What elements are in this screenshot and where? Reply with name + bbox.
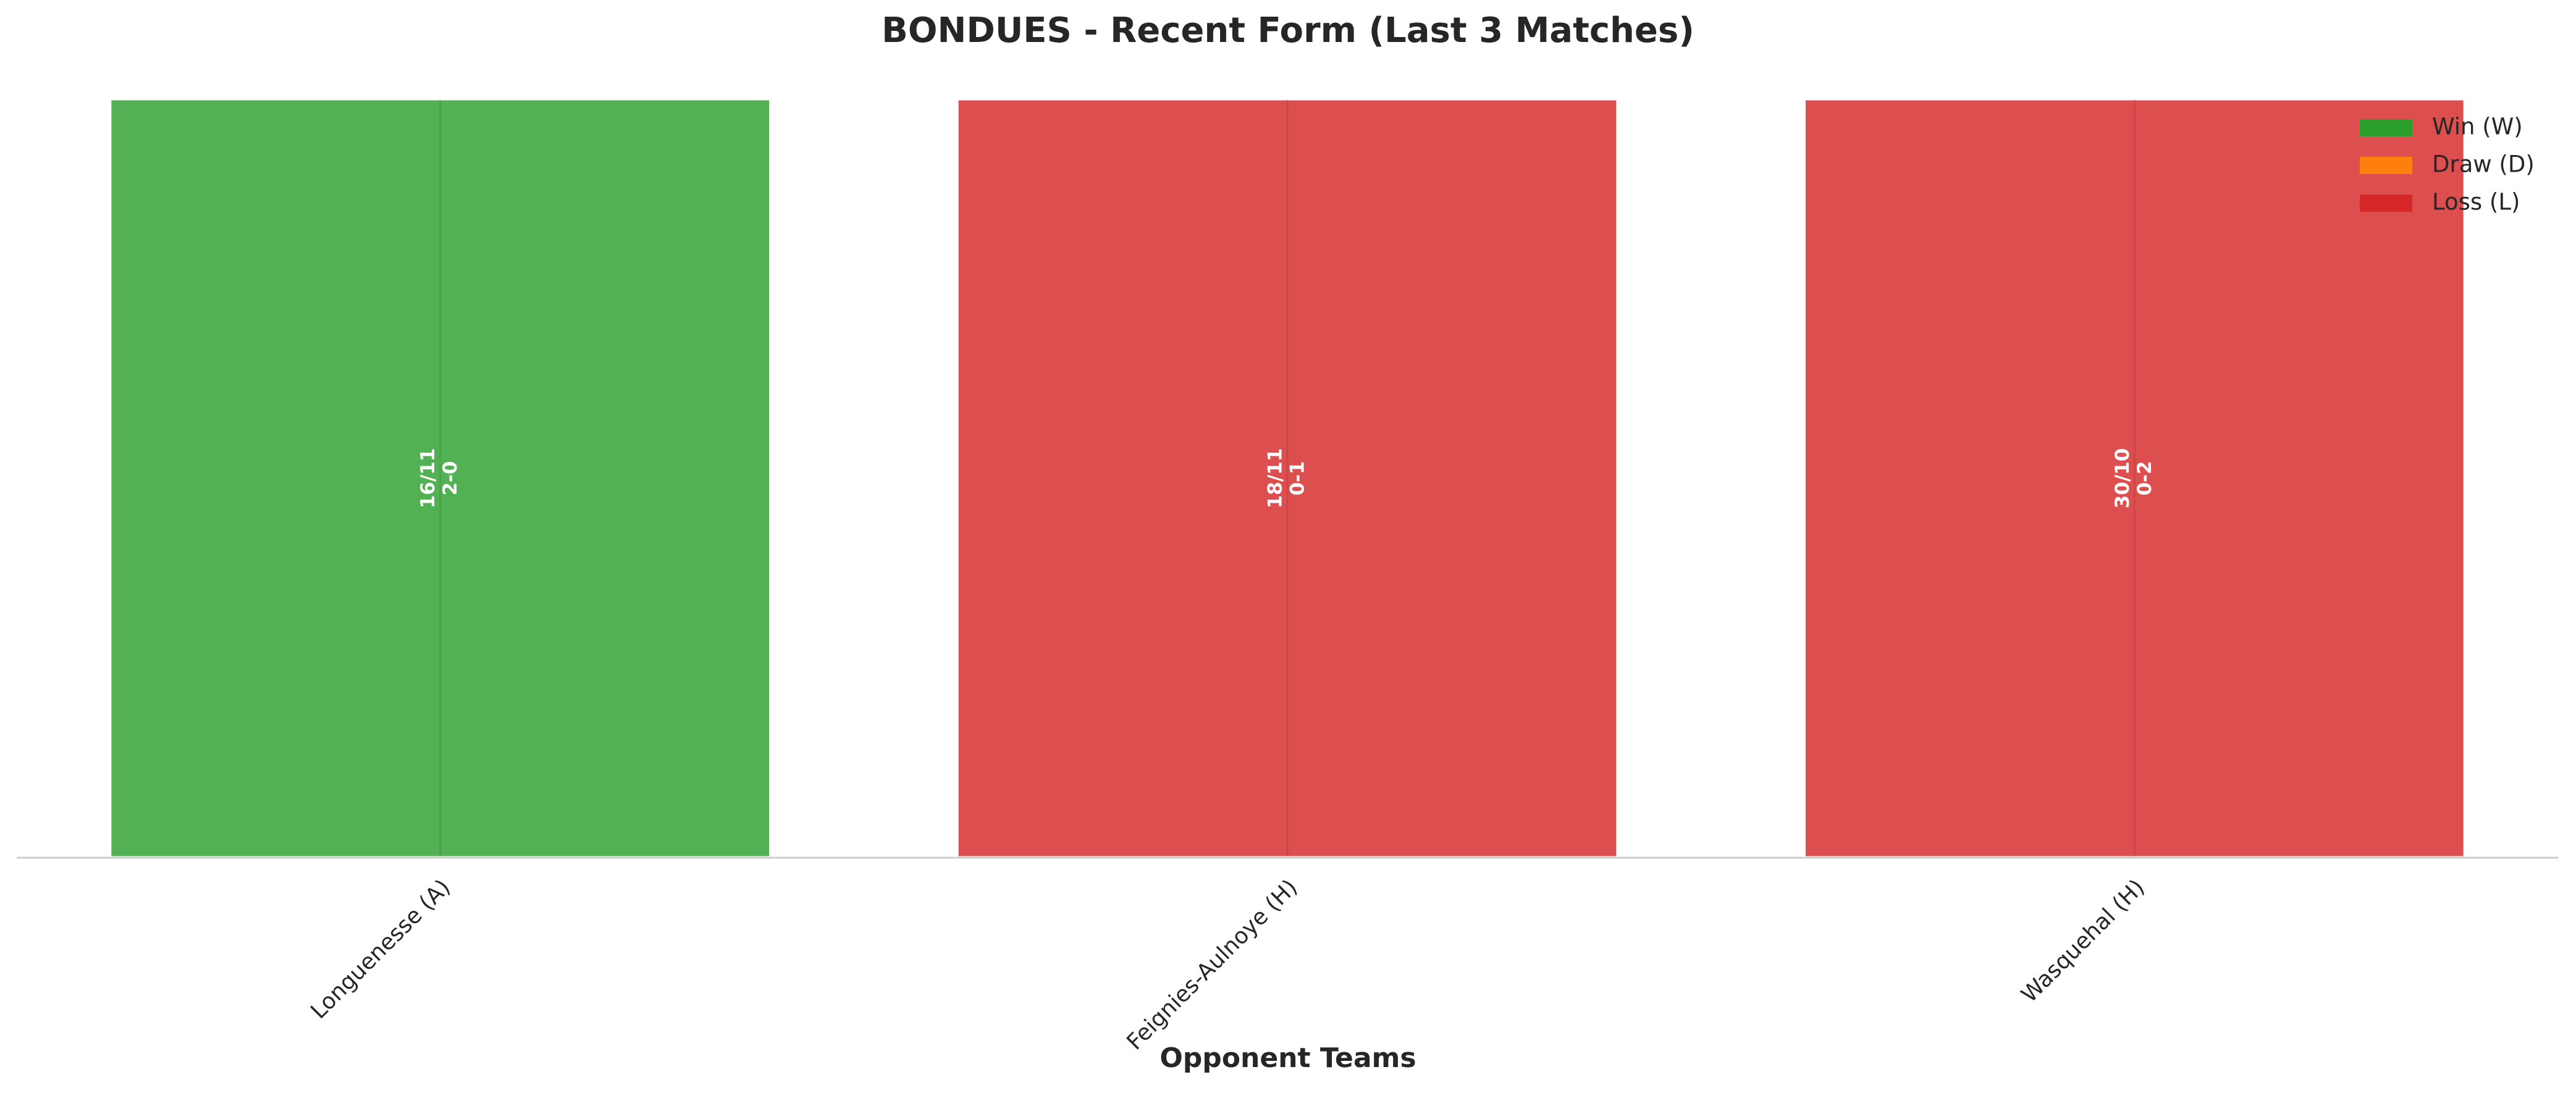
x-tick-label: Wasquehal (H) xyxy=(2017,874,2150,1007)
bar xyxy=(1803,97,2467,860)
chart-title: BONDUES - Recent Form (Last 3 Matches) xyxy=(882,10,1694,51)
x-axis-label: Opponent Teams xyxy=(1160,1042,1416,1074)
bar-date-label: 18/11 xyxy=(1265,448,1287,509)
legend-swatch xyxy=(2360,119,2412,136)
bar-score-label: 0-2 xyxy=(2134,461,2156,495)
bar-score-label: 2-0 xyxy=(439,461,461,495)
legend-label: Draw (D) xyxy=(2432,151,2535,178)
bar xyxy=(108,97,772,860)
legend-label: Loss (L) xyxy=(2432,189,2520,216)
bar xyxy=(955,97,1620,860)
legend-swatch xyxy=(2360,157,2412,174)
x-tick-label: Longuenesse (A) xyxy=(306,874,455,1024)
bar-date-label: 16/11 xyxy=(417,448,439,509)
bar-date-label: 30/10 xyxy=(2111,448,2134,509)
legend-label: Win (W) xyxy=(2432,114,2523,140)
legend-swatch xyxy=(2360,195,2412,212)
x-tick-label: Feignies-Aulnoye (H) xyxy=(1122,874,1302,1055)
bar-score-label: 0-1 xyxy=(1287,461,1309,495)
